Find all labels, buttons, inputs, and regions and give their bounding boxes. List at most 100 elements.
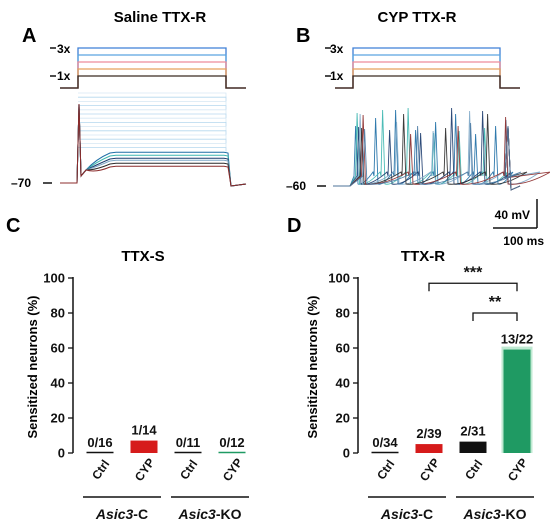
panel-c-title: TTX-S bbox=[121, 248, 164, 265]
panel-d-letter: D bbox=[287, 215, 301, 237]
panel-a-faint-step-line bbox=[78, 134, 227, 139]
panel-a-trace-3 bbox=[60, 103, 247, 187]
panel-d-y-tick-label-60: 60 bbox=[336, 341, 350, 356]
panel-a-voltage-traces bbox=[60, 103, 247, 187]
panel-a-faint-step-line bbox=[78, 101, 227, 106]
panel-d-bar-label-1: 0/34 bbox=[372, 435, 398, 450]
panel-d-category-label-2: CYP bbox=[417, 456, 443, 484]
panel-a-step-4 bbox=[60, 68, 246, 89]
panel-b-step-label-1x: 1x bbox=[330, 69, 344, 83]
panel-c-group-label-1: Asic3-C bbox=[95, 506, 148, 522]
panel-a-trace-6 bbox=[60, 103, 247, 187]
panel-c-category-label-2: CYP bbox=[132, 456, 158, 484]
panel-b-step-4 bbox=[335, 68, 520, 89]
panel-d-y-tick-label-100: 100 bbox=[328, 271, 350, 286]
panel-d-y-tick-label-20: 20 bbox=[336, 411, 350, 426]
panel-a-faint-step-line bbox=[78, 92, 227, 97]
panel-a-baseline-label: –70 bbox=[11, 176, 31, 190]
panel-d-significance-label-1: *** bbox=[464, 264, 483, 281]
panel-b-step-1 bbox=[335, 47, 520, 89]
panel-a-step-3 bbox=[60, 61, 246, 89]
panel-b-step-2 bbox=[335, 54, 520, 89]
panel-d-category-label-4: CYP bbox=[505, 456, 531, 484]
panel-a-title: Saline TTX-R bbox=[114, 9, 207, 26]
panel-b-title: CYP TTX-R bbox=[378, 9, 457, 26]
panel-d-y-tick-label-80: 80 bbox=[336, 306, 350, 321]
panel-d-bar-label-4: 13/22 bbox=[501, 332, 534, 347]
panel-a-faint-step-line bbox=[78, 143, 227, 148]
panel-b-letter: B bbox=[296, 25, 310, 47]
panel-c-bar-label-1: 0/16 bbox=[87, 435, 112, 450]
panel-b: B CYP TTX-R 3x 1x –60 40 mV 100 ms bbox=[286, 9, 550, 248]
panel-d-bar-chart: 0 20 40 60 80 100 0/34 Ctrl 2/39 CYP 2/31 Ctrl 13/22… bbox=[328, 264, 534, 522]
panel-c-bar-label-2: 1/14 bbox=[131, 423, 157, 438]
panel-c-bar-label-3: 0/11 bbox=[176, 435, 201, 450]
panel-a-step-2 bbox=[60, 54, 246, 89]
panel-a-step-5 bbox=[60, 75, 246, 89]
panel-a-faint-step-line bbox=[78, 147, 227, 152]
panel-d-category-label-1: Ctrl bbox=[374, 457, 397, 482]
scale-bar-time-label: 100 ms bbox=[503, 234, 544, 248]
panel-d-significance-bracket-2 bbox=[472, 312, 518, 321]
panel-a-faint-step-line bbox=[78, 138, 227, 144]
panel-d-y-axis-label: Sensitized neurons (%) bbox=[305, 295, 320, 438]
panel-b-voltage-traces bbox=[333, 107, 550, 191]
panel-a-faint-step-line bbox=[78, 113, 227, 118]
panel-b-baseline-label: –60 bbox=[286, 179, 306, 193]
panel-d-y-tick-label-0: 0 bbox=[343, 446, 350, 461]
panel-c-group-label-2: Asic3-KO bbox=[177, 506, 241, 522]
panel-c-y-tick-label-20: 20 bbox=[51, 411, 65, 426]
panel-a-trace-2 bbox=[60, 103, 247, 187]
panel-d-title: TTX-R bbox=[401, 248, 445, 265]
panel-c: C TTX-S Sensitized neurons (%) 0 20 40 60 80… bbox=[6, 215, 249, 522]
panel-d-significance-label-2: ** bbox=[489, 294, 502, 311]
panel-c-y-tick-label-100: 100 bbox=[43, 271, 65, 286]
panel-d-category-label-3: Ctrl bbox=[462, 457, 485, 482]
panel-b-trace-7 bbox=[333, 122, 522, 191]
panel-d-bar-3 bbox=[459, 441, 487, 453]
panel-c-y-tick-label-80: 80 bbox=[51, 306, 65, 321]
panel-d-y-tick-label-40: 40 bbox=[336, 376, 350, 391]
panel-a-faint-steps bbox=[78, 92, 227, 152]
panel-a-faint-step-line bbox=[78, 126, 227, 131]
panel-b-step-3 bbox=[335, 61, 520, 89]
panel-b-trace-3 bbox=[333, 107, 521, 191]
scale-bar-voltage-label: 40 mV bbox=[495, 208, 530, 222]
panel-c-category-label-3: Ctrl bbox=[177, 457, 200, 482]
panel-a-faint-step-line bbox=[78, 130, 227, 135]
panel-d-group-label-2: Asic3-KO bbox=[462, 506, 526, 522]
panel-b-stimulus-steps bbox=[325, 47, 520, 89]
panel-a-stimulus-steps bbox=[50, 47, 246, 89]
panel-c-letter: C bbox=[6, 215, 20, 237]
panel-b-step-label-3x: 3x bbox=[330, 42, 344, 56]
panel-a-faint-step-line bbox=[78, 109, 227, 114]
panel-a-letter: A bbox=[22, 25, 36, 47]
panel-c-y-tick-label-0: 0 bbox=[58, 446, 65, 461]
panel-a-step-label-3x: 3x bbox=[57, 42, 71, 56]
panel-c-category-label-4: CYP bbox=[220, 456, 246, 484]
panel-a-step-label-1x: 1x bbox=[57, 69, 71, 83]
panel-b-step-5 bbox=[335, 75, 520, 89]
panel-b-trace-5 bbox=[333, 113, 528, 191]
panel-d-bar-label-2: 2/39 bbox=[416, 426, 441, 441]
panel-d-group-label-1: Asic3-C bbox=[380, 506, 433, 522]
panel-a-trace-1 bbox=[60, 103, 247, 187]
panel-a-trace-4 bbox=[60, 103, 247, 187]
panel-d-bar-2 bbox=[415, 444, 443, 453]
panel-a-faint-step-line bbox=[78, 122, 227, 127]
panel-a-faint-step-line bbox=[78, 96, 227, 102]
panel-a-step-1 bbox=[60, 47, 246, 89]
panel-c-bar-label-4: 0/12 bbox=[219, 435, 244, 450]
panel-c-y-tick-label-60: 60 bbox=[51, 341, 65, 356]
panel-d: D TTX-R Sensitized neurons (%) 0 20 40 60 80… bbox=[287, 215, 534, 522]
panel-c-bar-chart: 0 20 40 60 80 100 0/16 Ctrl 1/14 CYP 0/11 Ctrl 0/12 C… bbox=[43, 271, 249, 522]
panel-c-y-tick-label-40: 40 bbox=[51, 376, 65, 391]
panel-c-bar-2 bbox=[130, 440, 158, 453]
panel-a-trace-5 bbox=[60, 103, 247, 187]
panel-a-faint-step-line bbox=[78, 117, 227, 123]
panel-d-significance-bracket-1 bbox=[428, 282, 518, 292]
panel-d-bar-label-3: 2/31 bbox=[460, 424, 485, 439]
panel-a: A Saline TTX-R 3x 1x –70 bbox=[11, 9, 247, 190]
panel-a-faint-step-line bbox=[78, 105, 227, 110]
